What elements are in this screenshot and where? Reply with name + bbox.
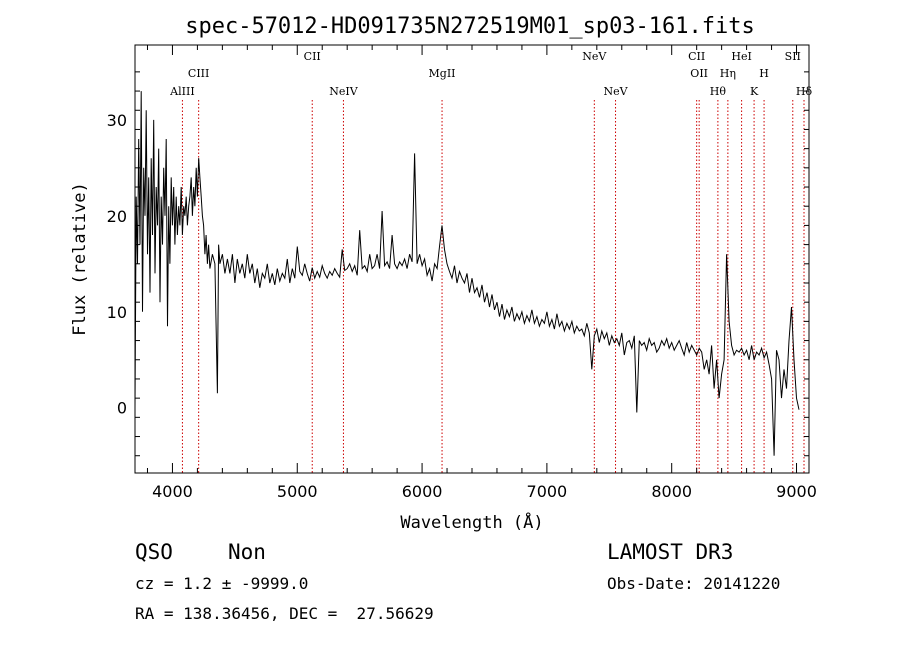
x-tick-label: 8000 <box>651 482 692 501</box>
redshift-readout: cz = 1.2 ± -9999.0 <box>135 574 308 593</box>
y-tick-label: 30 <box>107 111 127 130</box>
marker-label-9: Hθ <box>710 85 727 98</box>
marker-label-4: MgII <box>429 67 456 80</box>
marker-label-3: NeIV <box>329 85 358 98</box>
chart-title: spec-57012-HD091735N272519M01_sp03-161.f… <box>185 14 755 39</box>
observation-date: Obs-Date: 20141220 <box>607 574 780 593</box>
spectrum-line-0 <box>134 91 800 456</box>
y-axis-label: Flux (relative) <box>70 182 90 336</box>
marker-label-7: CII <box>688 50 705 63</box>
plot-frame <box>134 44 810 474</box>
x-tick-label: 6000 <box>402 482 443 501</box>
marker-label-8: OII <box>690 67 708 80</box>
marker-label-5: NeV <box>582 50 607 63</box>
marker-label-11: HeI <box>731 50 751 63</box>
series-layer <box>134 91 800 456</box>
y-tick-label: 10 <box>107 303 127 322</box>
marker-label-13: H <box>759 67 769 80</box>
object-class: QSO <box>135 540 173 564</box>
marker-label-10: Hη <box>720 67 736 80</box>
x-tick-label: 9000 <box>776 482 817 501</box>
x-tick-label: 4000 <box>152 482 193 501</box>
y-tick-label: 20 <box>107 207 127 226</box>
marker-label-14: SII <box>785 50 801 63</box>
survey-name: LAMOST DR3 <box>607 540 733 564</box>
emission-line-markers <box>181 100 805 473</box>
marker-label-2: CII <box>304 50 321 63</box>
x-tick-label: 7000 <box>527 482 568 501</box>
coordinates-readout: RA = 138.36456, DEC = 27.56629 <box>135 604 434 623</box>
x-axis: 4000 5000 6000 7000 8000 9000 <box>146 45 817 501</box>
x-tick-label: 5000 <box>277 482 318 501</box>
marker-label-1: CIII <box>188 67 209 80</box>
y-axis: 0 10 20 30 <box>107 71 809 457</box>
x-axis-label: Wavelength (Å) <box>400 511 543 533</box>
y-tick-label: 0 <box>117 399 127 418</box>
marker-label-12: K <box>750 85 759 98</box>
object-subclass: Non <box>228 540 266 564</box>
marker-label-0: AlIII <box>169 85 195 98</box>
marker-label-6: NeV <box>603 85 628 98</box>
